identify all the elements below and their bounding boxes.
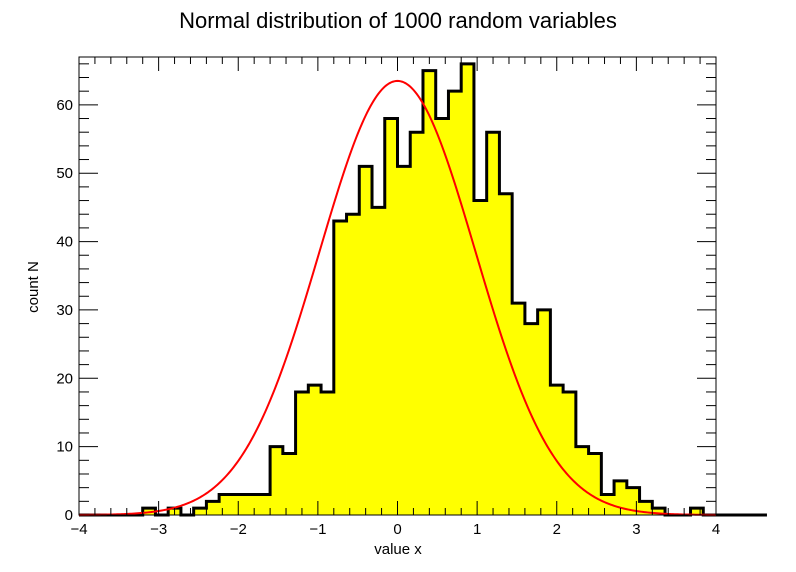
histogram-bar [435,118,449,515]
histogram-bar [690,508,704,515]
histogram-bar [384,118,398,515]
histogram-bar [308,385,322,515]
histogram-bar [282,453,296,515]
histogram-bar [563,391,577,515]
x-axis-label: value x [374,541,422,558]
histogram-bar [244,494,258,515]
histogram-bar [359,166,373,515]
x-tick-label: 0 [393,521,401,538]
histogram-bar [652,508,666,515]
x-tick-label: 2 [553,521,561,538]
histogram-outline [79,62,767,517]
x-tick-label: −4 [70,521,87,538]
histogram-bar [524,323,539,515]
histogram-bar [461,63,475,516]
histogram-bar [372,207,386,515]
x-tick-label: −2 [230,521,247,538]
histogram-bar [270,446,284,515]
histogram-bar [486,132,500,515]
chart-title: Normal distribution of 1000 random varia… [179,8,617,33]
y-tick-label: 50 [56,165,73,182]
histogram-bar [397,166,411,515]
histogram-bar [550,385,564,515]
gaussian-fit-line [78,79,717,516]
histogram-bar [295,391,309,515]
y-tick-label: 60 [56,97,73,114]
y-tick-label: 30 [56,302,73,319]
histogram-bar [499,193,513,515]
histogram-bar [473,200,488,515]
x-tick-label: −3 [150,521,167,538]
histogram-bar [193,508,207,515]
histogram-bar [346,214,360,515]
histogram-bar [257,494,271,515]
y-tick-label: 0 [65,507,73,524]
x-tick-label: 4 [712,521,720,538]
histogram-bar [206,501,220,515]
y-tick-label: 10 [56,439,73,456]
x-tick-label: 1 [473,521,481,538]
y-tick-label: 20 [56,370,73,387]
y-axis-label: count N [25,261,42,313]
histogram-bar [422,70,437,516]
y-tick-label: 40 [56,234,73,251]
histogram-bar [333,221,347,516]
histogram-bar [588,453,602,515]
histogram-bar [537,309,551,515]
histogram-bar [575,446,589,515]
histogram-bar [321,391,335,515]
histogram-bar [512,303,526,515]
x-tick-label: −1 [309,521,326,538]
histogram-bar [448,91,462,515]
histogram-bar [410,132,424,515]
histogram-bar [219,494,233,515]
x-tick-label: 3 [632,521,640,538]
